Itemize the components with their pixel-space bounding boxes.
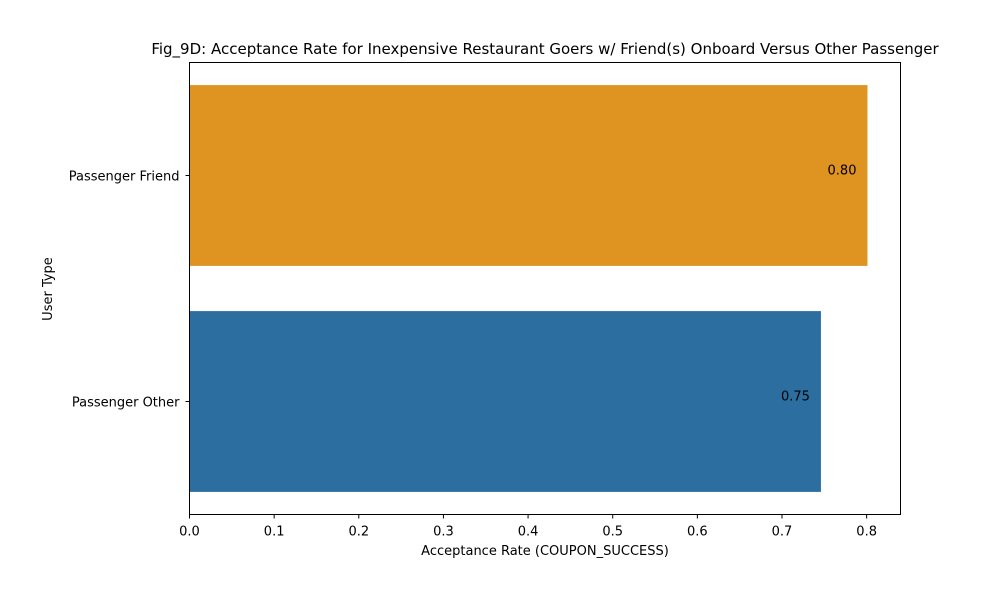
x-tick-label: 0.1: [264, 525, 285, 540]
y-axis-label: User Type: [41, 257, 56, 321]
y-tick-label: Passenger Other: [72, 396, 180, 411]
y-tick-label: Passenger Friend: [69, 170, 180, 185]
x-tick-label: 0.2: [348, 525, 369, 540]
x-tick-label: 0.4: [518, 525, 539, 540]
x-tick-label: 0.7: [772, 525, 793, 540]
bar-passenger-other: [189, 311, 821, 492]
x-tick-label: 0.5: [602, 525, 623, 540]
axes-group: Passenger Friend Passenger Other 0.0 0.1 0.2…: [69, 170, 877, 540]
chart-title: Fig_9D: Acceptance Rate for Inexpensive …: [151, 40, 939, 59]
bar-passenger-friend: [189, 85, 868, 266]
x-tick-label: 0.3: [433, 525, 454, 540]
x-axis-label: Acceptance Rate (COUPON_SUCCESS): [421, 544, 669, 559]
bars-group: 0.80 0.75: [189, 85, 868, 492]
plot-frame: [189, 62, 901, 515]
x-tick-label: 0.0: [179, 525, 200, 540]
data-label: 0.80: [828, 164, 857, 179]
x-tick-label: 0.6: [687, 525, 708, 540]
x-tick-label: 0.8: [856, 525, 877, 540]
data-label: 0.75: [781, 390, 810, 405]
